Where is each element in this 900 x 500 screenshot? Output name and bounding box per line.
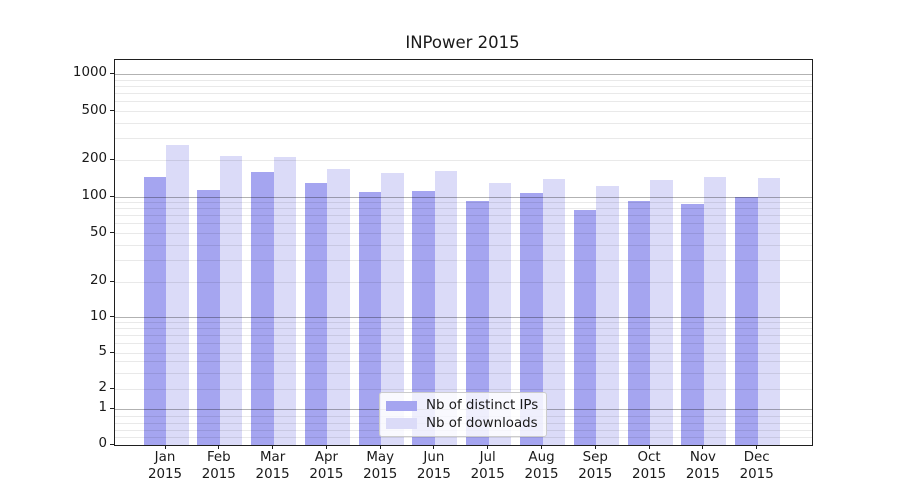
bar-distinct-ips [735,197,758,445]
y-tick-label: 50 [89,224,107,240]
bar-distinct-ips [143,177,166,445]
y-tick-label: 200 [81,151,107,166]
x-tick-mark [541,445,542,449]
bar-distinct-ips [304,182,328,445]
bar-distinct-ips [251,171,274,445]
x-tick-mark [594,445,596,449]
y-tick-label: 2 [98,380,107,395]
bar-downloads [166,145,189,445]
y-tick-label: 1000 [72,65,107,81]
bar-downloads [596,185,619,445]
bar-downloads [327,168,350,445]
bar-downloads [542,178,565,445]
x-tick-mark [218,445,220,449]
bars-layer [115,60,812,445]
legend-item-distinct-ips: Nb of distinct IPs [386,397,538,415]
bar-downloads [273,156,297,445]
x-tick-label: Dec 2015 [739,450,774,482]
y-tick-mark [110,316,114,317]
y-tick-mark [110,387,114,389]
y-tick-label: 1 [98,400,107,415]
x-tick-label: Aug 2015 [524,450,559,482]
bar-downloads [434,170,458,445]
y-tick-mark [110,110,114,112]
legend-swatch-distinct-ips [386,400,417,411]
bar-distinct-ips [681,204,704,445]
legend-item-downloads: Nb of downloads [386,415,538,433]
bar-downloads [703,177,727,445]
x-tick-mark [648,445,650,449]
legend-label-distinct-ips: Nb of distinct IPs [426,398,539,414]
x-tick-label: Oct 2015 [632,450,667,482]
bar-distinct-ips [466,200,489,445]
x-tick-label: Nov 2015 [685,450,720,482]
bar-distinct-ips [573,210,597,445]
y-tick-mark [110,72,114,74]
bar-downloads [381,172,404,445]
legend-label-downloads: Nb of downloads [426,415,538,431]
x-tick-mark [272,445,274,449]
x-tick-label: Apr 2015 [309,450,344,482]
bar-distinct-ips [197,189,220,445]
bar-downloads [488,182,512,445]
y-tick-label: 0 [98,436,107,451]
bar-downloads [219,155,243,445]
bar-distinct-ips [358,191,382,445]
y-tick-label: 5 [98,344,107,359]
y-tick-mark [110,443,114,445]
x-tick-label: Jul 2015 [470,450,505,482]
x-tick-mark [433,445,435,449]
x-tick-mark [756,445,758,449]
x-tick-mark [487,445,489,449]
bar-distinct-ips [412,191,435,445]
x-tick-label: Jan 2015 [147,450,183,482]
y-tick-mark [110,280,114,282]
x-tick-label: Feb 2015 [201,450,236,482]
x-tick-mark [164,445,166,449]
y-tick-label: 100 [81,188,107,203]
y-tick-mark [110,195,114,197]
bar-downloads [757,177,781,445]
x-tick-label: Mar 2015 [255,450,290,482]
x-tick-label: Sep 2015 [578,450,613,482]
y-tick-label: 10 [89,308,107,324]
x-tick-label: Jun 2015 [416,450,451,482]
x-tick-mark [702,445,704,449]
legend: Nb of distinct IPs Nb of downloads [379,392,548,437]
x-tick-mark [379,445,381,449]
x-tick-label: May 2015 [363,450,398,482]
bar-distinct-ips [627,200,651,445]
bar-distinct-ips [520,193,543,445]
y-tick-mark [110,407,114,409]
legend-swatch-downloads [386,418,417,429]
x-tick-mark [325,445,327,449]
y-tick-label: 500 [81,102,107,118]
chart-title: INPower 2015 [405,33,520,52]
plot-area: Nb of distinct IPs Nb of downloads [114,59,813,446]
y-tick-label: 20 [89,273,107,288]
y-tick-mark [110,232,114,233]
y-tick-mark [110,351,114,353]
y-tick-mark [110,158,114,160]
bar-downloads [650,180,673,445]
